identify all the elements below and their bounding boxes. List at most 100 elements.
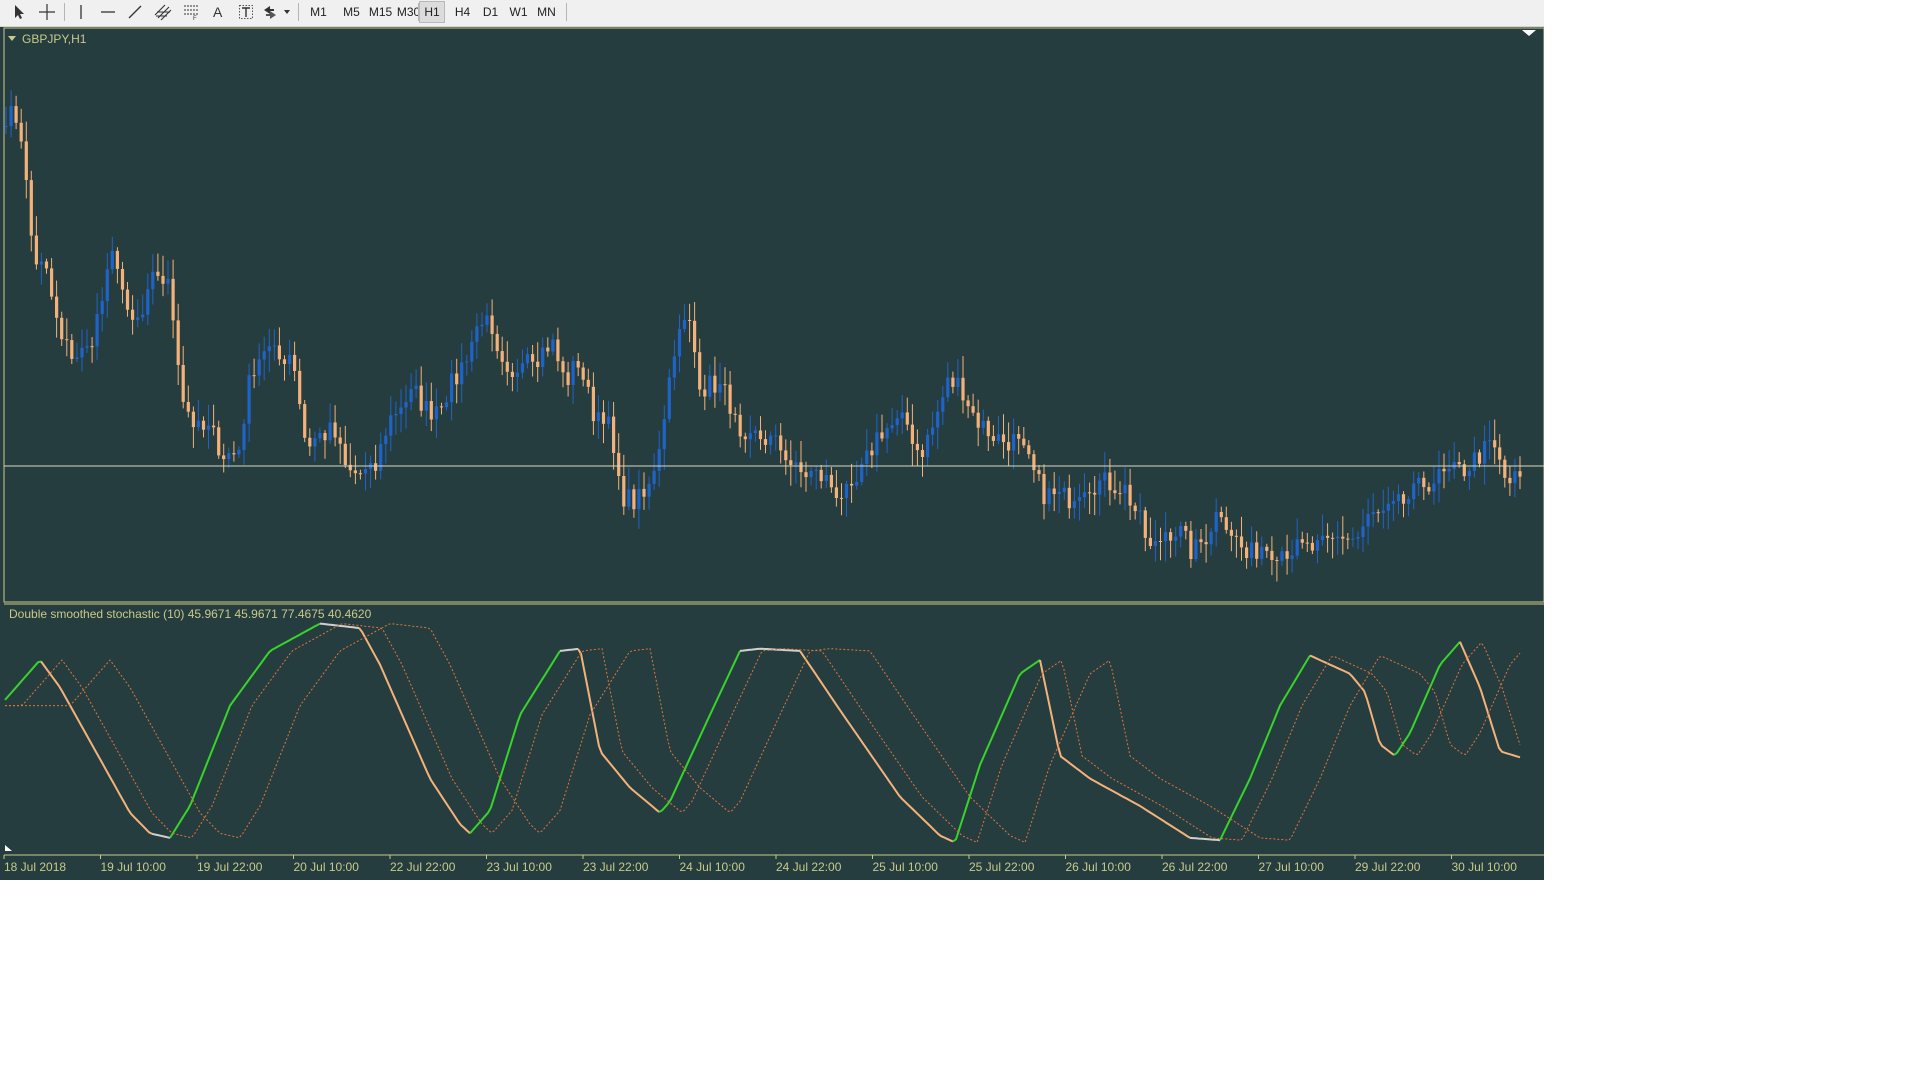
candle xyxy=(1437,450,1441,503)
candle xyxy=(288,339,292,375)
candle xyxy=(303,400,307,443)
candle xyxy=(115,247,119,284)
chart-shift-marker-icon[interactable] xyxy=(1522,30,1536,36)
equidistant-channel-tool-icon[interactable] xyxy=(150,1,176,23)
timeframe-mn-button[interactable]: MN xyxy=(537,5,556,19)
timeframe-m15-button[interactable]: M15 xyxy=(368,5,393,19)
candle xyxy=(779,423,783,464)
candle xyxy=(267,328,271,373)
candle xyxy=(1118,481,1122,505)
candle xyxy=(1017,426,1021,455)
candle xyxy=(662,405,666,470)
candle xyxy=(520,349,525,379)
scroll-marker-icon[interactable] xyxy=(5,845,12,851)
text-label-tool-icon[interactable] xyxy=(233,1,259,23)
candle xyxy=(1158,527,1163,561)
candle xyxy=(551,333,555,356)
candle xyxy=(1493,419,1497,465)
candle xyxy=(257,343,261,386)
chart-window[interactable]: GBPJPY,H1 Double smoothed stochastic (10… xyxy=(0,27,1544,880)
collapse-arrow-icon[interactable] xyxy=(8,36,16,41)
candle xyxy=(110,236,114,274)
stochastic-signal-line xyxy=(5,623,1521,844)
candle xyxy=(1462,459,1466,481)
candle xyxy=(941,385,945,425)
time-axis-label: 27 Jul 10:00 xyxy=(1259,860,1325,874)
candle xyxy=(222,443,226,473)
fibonacci-tool-icon[interactable]: F xyxy=(178,1,204,23)
timeframe-h1-button[interactable]: H1 xyxy=(419,1,445,23)
cursor-tool-icon[interactable] xyxy=(6,1,32,23)
candle xyxy=(358,469,362,480)
candle xyxy=(956,359,960,397)
candle xyxy=(718,362,722,402)
candle xyxy=(1209,528,1213,556)
candle xyxy=(637,469,641,529)
chart-canvas[interactable]: GBPJPY,H1 Double smoothed stochastic (10… xyxy=(0,27,1544,880)
candle xyxy=(1407,496,1411,517)
candle xyxy=(44,258,49,274)
candle xyxy=(348,443,352,478)
stochastic-layer xyxy=(4,622,1521,844)
candle xyxy=(1422,471,1426,500)
candle xyxy=(1401,491,1406,518)
candle xyxy=(976,399,980,447)
candle xyxy=(389,396,393,452)
candle xyxy=(632,484,636,518)
time-axis-label: 20 Jul 10:00 xyxy=(294,860,360,874)
trendline-tool-icon[interactable] xyxy=(122,1,148,23)
candle xyxy=(282,355,287,381)
candle xyxy=(1351,527,1355,547)
candle xyxy=(212,404,216,436)
timeframe-h4-button[interactable]: H4 xyxy=(454,5,471,19)
vertical-line-tool-icon[interactable] xyxy=(68,1,94,23)
candle xyxy=(531,345,535,377)
timeframe-w1-button[interactable]: W1 xyxy=(509,5,528,19)
candle xyxy=(870,442,874,468)
candle xyxy=(1042,464,1046,520)
candle xyxy=(617,433,621,490)
timeframe-m5-button[interactable]: M5 xyxy=(343,5,360,19)
candle xyxy=(799,441,803,488)
candle xyxy=(1179,521,1183,548)
candle xyxy=(1138,493,1142,525)
crosshair-tool-icon[interactable] xyxy=(34,1,60,23)
candle xyxy=(1204,524,1208,563)
candle xyxy=(1022,427,1026,449)
candle xyxy=(1381,489,1385,529)
candle xyxy=(125,282,130,317)
candle xyxy=(414,369,418,398)
svg-text:A: A xyxy=(213,4,223,20)
candle xyxy=(369,455,373,489)
candle xyxy=(308,428,312,456)
candle xyxy=(1184,521,1188,540)
candle xyxy=(510,363,514,392)
horizontal-line-tool-icon[interactable] xyxy=(95,1,121,23)
candle xyxy=(50,258,54,300)
candle xyxy=(1412,471,1416,510)
candle xyxy=(434,388,438,438)
candle xyxy=(136,299,140,328)
candle xyxy=(1346,533,1350,550)
candle xyxy=(1007,422,1011,466)
timeframe-m30-button[interactable]: M30 xyxy=(396,5,421,19)
timeframe-m1-button[interactable]: M1 xyxy=(310,5,327,19)
timeframe-d1-button[interactable]: D1 xyxy=(482,5,499,19)
candle xyxy=(1113,470,1117,500)
candle xyxy=(1189,521,1193,568)
candle xyxy=(839,483,844,516)
candle xyxy=(1224,506,1228,534)
candle xyxy=(789,440,793,486)
text-tool-icon[interactable]: A xyxy=(206,1,232,23)
candle xyxy=(1123,467,1127,511)
candle xyxy=(379,432,383,480)
stochastic-main-line xyxy=(1039,659,1191,839)
candle xyxy=(343,425,347,468)
candle xyxy=(1285,534,1289,575)
toolbar-separator xyxy=(64,3,65,21)
candle xyxy=(652,453,656,491)
candle xyxy=(860,457,864,486)
candle xyxy=(571,356,575,404)
arrows-tool-dropdown-icon[interactable] xyxy=(260,1,294,23)
candle xyxy=(1315,534,1320,564)
